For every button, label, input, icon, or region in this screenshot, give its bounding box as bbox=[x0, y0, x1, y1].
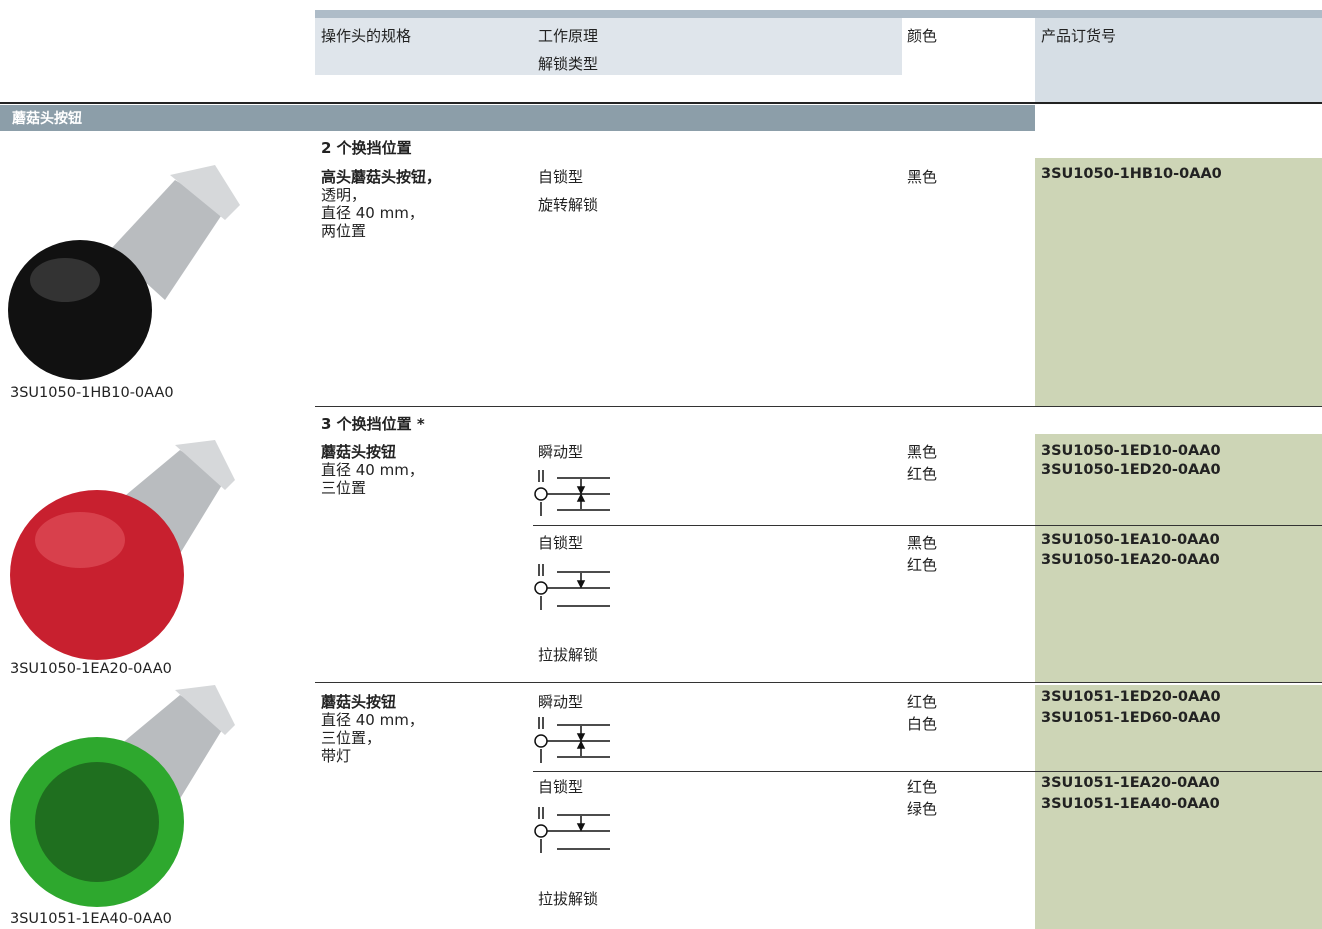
order-box bbox=[1035, 434, 1322, 525]
item-detail: 透明， bbox=[321, 186, 367, 204]
group-title: 2 个换挡位置 bbox=[321, 139, 412, 157]
color: 黑色 bbox=[907, 534, 938, 552]
principle: 瞬动型 bbox=[538, 443, 584, 461]
order-number: 3SU1050-1ED10-0AA0 bbox=[1041, 443, 1221, 459]
item-detail: 两位置 bbox=[321, 222, 367, 240]
unlock-type: 旋转解锁 bbox=[538, 196, 599, 214]
item-detail: 带灯 bbox=[321, 747, 352, 765]
order-box bbox=[1035, 158, 1322, 406]
order-box bbox=[1035, 526, 1322, 682]
section-bar bbox=[0, 105, 1035, 131]
item-detail: 三位置， bbox=[321, 729, 382, 747]
color: 红色 bbox=[907, 778, 938, 796]
image-caption: 3SU1050-1HB10-0AA0 bbox=[10, 385, 174, 401]
item-name: 蘑菇头按钮 bbox=[321, 443, 397, 461]
order-box bbox=[1035, 685, 1322, 771]
header-cell bbox=[1035, 18, 1322, 102]
latching-symbol bbox=[534, 807, 610, 853]
order-box bbox=[1035, 772, 1322, 929]
color: 黑色 bbox=[907, 443, 938, 461]
momentary-symbol bbox=[534, 717, 610, 763]
item-detail: 三位置 bbox=[321, 479, 367, 497]
color: 红色 bbox=[907, 465, 938, 483]
product-image bbox=[8, 165, 240, 380]
group-title: 3 个换挡位置 * bbox=[321, 415, 425, 433]
latching-symbol bbox=[534, 564, 610, 610]
order-number: 3SU1050-1HB10-0AA0 bbox=[1041, 166, 1222, 182]
header-label: 颜色 bbox=[907, 27, 938, 45]
section-title: 蘑菇头按钮 bbox=[12, 111, 82, 127]
order-number: 3SU1051-1EA40-0AA0 bbox=[1041, 796, 1220, 812]
row-rule bbox=[315, 406, 1322, 407]
principle: 瞬动型 bbox=[538, 693, 584, 711]
order-number: 3SU1050-1EA20-0AA0 bbox=[1041, 552, 1220, 568]
color: 绿色 bbox=[907, 800, 938, 818]
momentary-symbol bbox=[534, 470, 610, 516]
item-name: 高头蘑菇头按钮， bbox=[321, 168, 442, 186]
header-label: 解锁类型 bbox=[538, 55, 599, 73]
header-label: 产品订货号 bbox=[1041, 27, 1117, 45]
color: 白色 bbox=[907, 715, 938, 733]
order-number: 3SU1050-1EA10-0AA0 bbox=[1041, 532, 1220, 548]
header-cell bbox=[315, 18, 902, 75]
order-number: 3SU1050-1ED20-0AA0 bbox=[1041, 462, 1221, 478]
row-rule bbox=[533, 525, 1322, 526]
unlock-type: 拉拔解锁 bbox=[538, 646, 599, 664]
unlock-type: 拉拔解锁 bbox=[538, 890, 599, 908]
header-label: 工作原理 bbox=[538, 27, 599, 45]
item-detail: 直径 40 mm， bbox=[321, 204, 424, 222]
header-rule bbox=[0, 102, 1322, 104]
item-detail: 直径 40 mm， bbox=[321, 711, 424, 729]
row-rule bbox=[533, 771, 1322, 772]
product-image bbox=[10, 440, 235, 660]
order-number: 3SU1051-1ED60-0AA0 bbox=[1041, 710, 1221, 726]
product-image bbox=[10, 685, 235, 907]
order-number: 3SU1051-1ED20-0AA0 bbox=[1041, 689, 1221, 705]
principle: 自锁型 bbox=[538, 168, 584, 186]
principle: 自锁型 bbox=[538, 778, 584, 796]
row-rule bbox=[315, 682, 1322, 683]
color: 红色 bbox=[907, 693, 938, 711]
principle: 自锁型 bbox=[538, 534, 584, 552]
color: 红色 bbox=[907, 556, 938, 574]
image-caption: 3SU1050-1EA20-0AA0 bbox=[10, 661, 172, 677]
item-detail: 直径 40 mm， bbox=[321, 461, 424, 479]
item-name: 蘑菇头按钮 bbox=[321, 693, 397, 711]
image-caption: 3SU1051-1EA40-0AA0 bbox=[10, 911, 172, 927]
header-label: 操作头的规格 bbox=[321, 27, 412, 45]
color: 黑色 bbox=[907, 168, 938, 186]
order-number: 3SU1051-1EA20-0AA0 bbox=[1041, 775, 1220, 791]
header-top-bar bbox=[315, 10, 1322, 18]
